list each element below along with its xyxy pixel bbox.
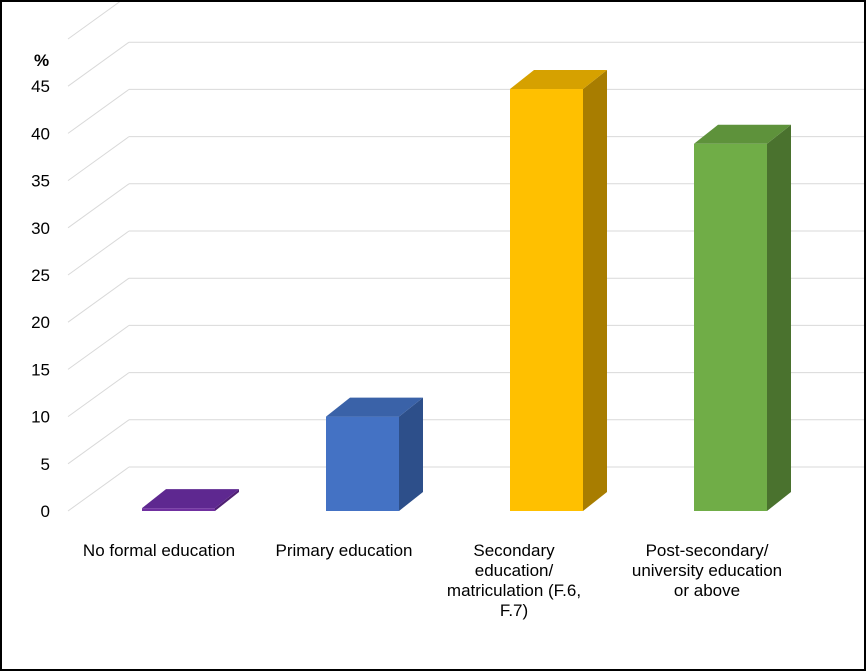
bar-top [326, 397, 423, 417]
y-tick-label: 20 [31, 313, 50, 332]
bar [694, 124, 791, 511]
gridline-side [67, 372, 130, 418]
bar-side [215, 489, 239, 511]
y-tick-label: 45 [31, 77, 50, 96]
gridline-side [67, 419, 130, 465]
bar [142, 489, 239, 511]
y-axis-unit-label: % [34, 51, 49, 70]
x-tick-label-primary-education: Primary education [275, 541, 413, 560]
x-tick-label-post-secondary-education: Post-secondary/ university education or … [631, 541, 783, 600]
bar-front [694, 143, 767, 511]
bar-side [399, 397, 423, 511]
y-tick-label: 0 [41, 502, 50, 521]
y-tick-label: 25 [31, 266, 50, 285]
bar-front [510, 89, 583, 512]
y-tick-label: 30 [31, 219, 50, 238]
gridline-side [67, 277, 130, 323]
gridline-side [67, 183, 130, 229]
x-tick-label-secondary-education: Secondary education/ matriculation (F.6,… [446, 541, 582, 620]
gridline-side [67, 230, 130, 276]
bar-side [767, 124, 791, 511]
gridline-side [67, 324, 130, 370]
y-tick-label: 35 [31, 172, 50, 191]
y-tick-label: 5 [41, 455, 50, 474]
bar-top [510, 70, 607, 90]
bar [326, 397, 423, 511]
bar-front [326, 416, 399, 511]
y-tick-label: 10 [31, 408, 50, 427]
y-tick-label: 40 [31, 124, 50, 143]
gridline-side [67, 41, 130, 87]
gridline-side [67, 466, 130, 512]
gridline-side [67, 2, 121, 40]
bar-front [142, 508, 215, 511]
bar-top [694, 124, 791, 144]
gridline-side [67, 136, 130, 182]
x-tick-label-no-formal-education: No formal education [82, 541, 236, 560]
bar [510, 70, 607, 512]
bar-top [142, 489, 239, 509]
y-tick-label: 15 [31, 360, 50, 379]
bars [142, 70, 791, 512]
gridline-side [67, 88, 130, 134]
y-axis: % 0 5 10 15 20 25 30 35 40 45 [31, 51, 50, 521]
bar-side [583, 70, 607, 512]
